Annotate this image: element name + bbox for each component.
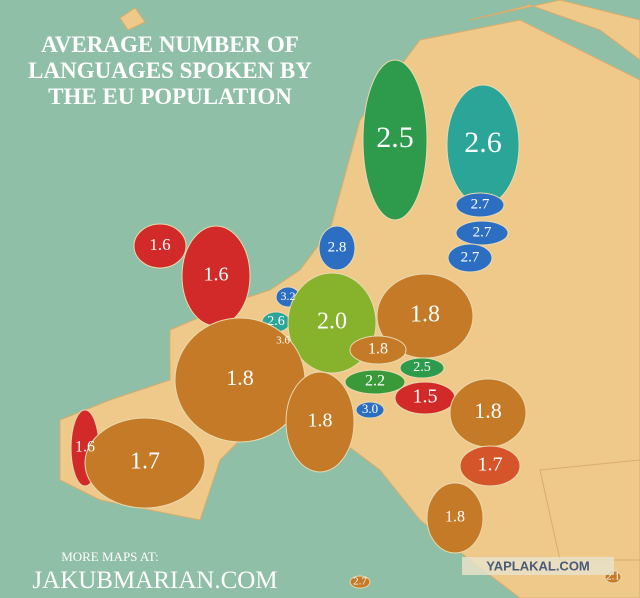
countries (70, 59, 622, 589)
country (447, 243, 493, 273)
country (349, 335, 407, 365)
country (455, 220, 509, 246)
region-label: 2.6 (267, 314, 285, 329)
region-label: 1.8 (308, 410, 333, 432)
country (459, 445, 521, 487)
region-label: 1.8 (445, 509, 465, 526)
country (355, 401, 385, 419)
footer-line: MORE MAPS AT: (61, 549, 159, 564)
watermark-bg (462, 557, 614, 575)
region-label: 1.8 (474, 398, 502, 423)
region-label: 1.6 (75, 439, 95, 456)
region-label: 2.7 (471, 196, 490, 212)
title-line: AVERAGE NUMBER OF (41, 32, 299, 57)
region-label: 1.8 (368, 341, 388, 358)
region-label: 3.0 (362, 401, 378, 416)
region-label: 2.8 (328, 239, 347, 255)
title-line: THE EU POPULATION (48, 84, 292, 109)
region-label: 3.2 (281, 289, 296, 303)
region-label: 2.6 (464, 126, 502, 159)
country (285, 371, 355, 473)
country (349, 575, 371, 589)
country (133, 223, 187, 269)
region-label: 1.5 (413, 386, 438, 408)
region-label: 1.8 (410, 302, 440, 328)
watermark: YAPLAKAL.COM (486, 558, 590, 573)
region-label: 2.7 (473, 224, 492, 240)
country (455, 192, 505, 218)
region-label: 2.5 (376, 121, 414, 154)
region-label: 1.7 (478, 454, 503, 476)
region-label: 1.7 (130, 449, 160, 475)
title-line: LANGUAGES SPOKEN BY (28, 58, 312, 83)
region-label: 2.5 (413, 360, 431, 375)
region-label: 1.8 (226, 365, 254, 390)
region-label: 2.0 (317, 309, 347, 335)
region-label: 1.6 (204, 264, 229, 286)
country (84, 417, 206, 509)
region-label: 2.2 (365, 373, 385, 390)
region-label: 1.6 (149, 235, 170, 254)
country (426, 482, 484, 554)
region-label: 2.7 (461, 249, 480, 265)
country (344, 369, 406, 395)
region-label: 2.7 (353, 576, 367, 588)
country (399, 357, 445, 379)
region-label: 3.6 (276, 335, 290, 347)
country (362, 59, 428, 221)
labels: 2.5 2.6 2.7 2.7 2.7 2.8 1.6 1.6 3.2 2.6 3.6 2.0 1.8 1… (75, 121, 620, 588)
footer-line: JAKUBMARIAN.COM (32, 567, 277, 594)
country (318, 225, 356, 271)
